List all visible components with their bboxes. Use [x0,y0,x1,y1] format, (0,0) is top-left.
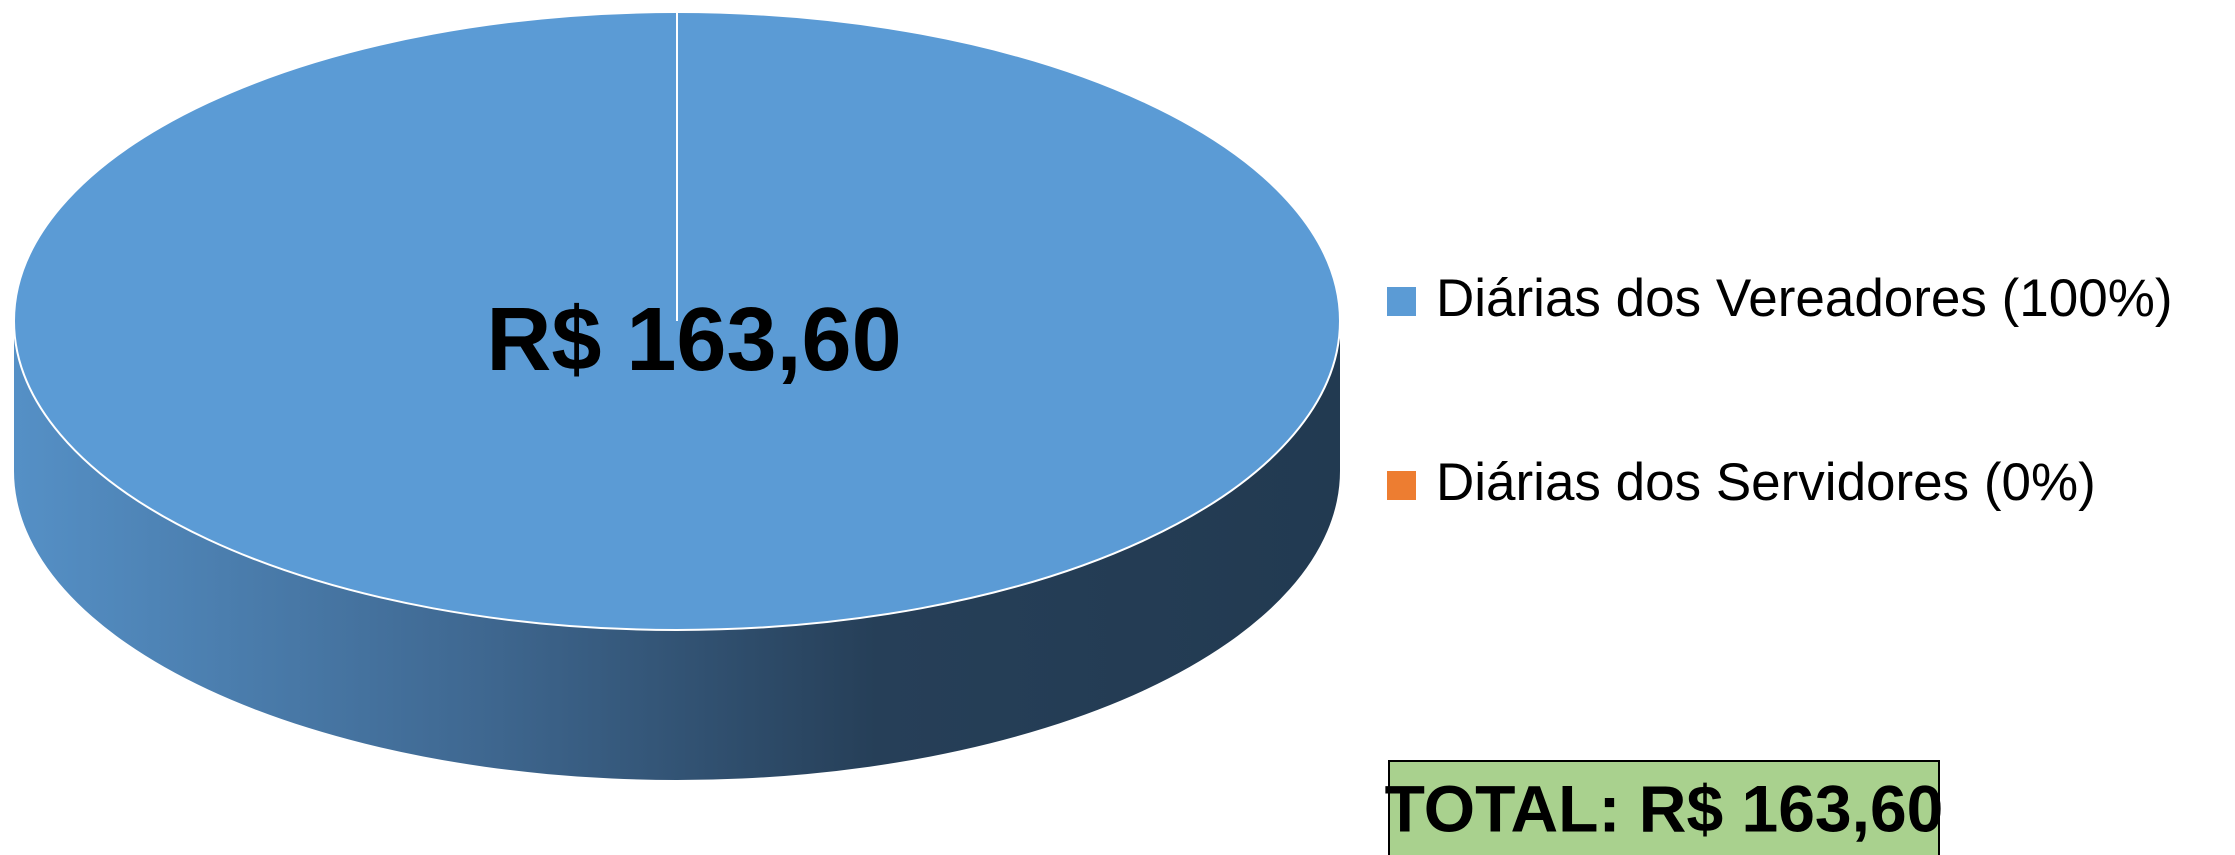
legend-swatch [1387,287,1416,316]
legend-swatch [1387,471,1416,500]
legend-label: Diárias dos Servidores (0%) [1436,453,2096,512]
slice-side [14,321,1340,780]
total-box [1388,760,1940,855]
legend-label: Diárias dos Vereadores (100%) [1436,269,2173,328]
total-label: TOTAL: R$ 163,60 [1385,771,1944,845]
data-label: R$ 163,60 [486,290,901,390]
